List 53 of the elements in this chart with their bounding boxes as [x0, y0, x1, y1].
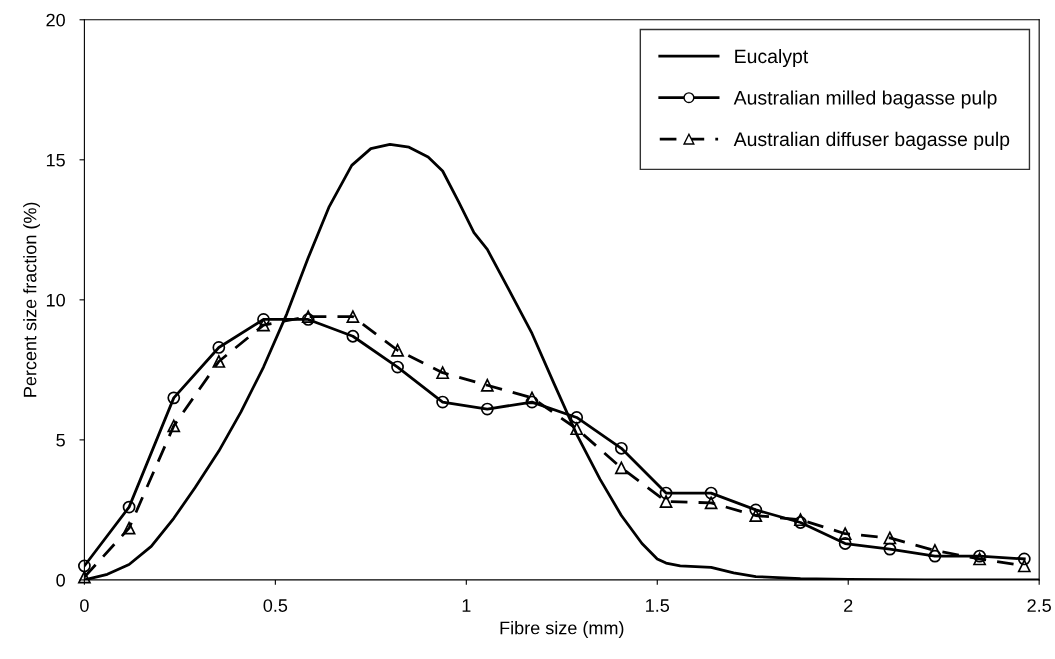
- y-tick-label: 20: [46, 13, 65, 27]
- point: [614, 461, 628, 475]
- point: [212, 355, 226, 368]
- point: [614, 441, 628, 455]
- point: [346, 329, 360, 343]
- point: [391, 360, 404, 374]
- point: [749, 509, 763, 522]
- point: [346, 310, 360, 324]
- point: [167, 391, 181, 405]
- point: [480, 378, 494, 392]
- point: [1017, 559, 1031, 573]
- x-tick-label: 1.5: [646, 599, 670, 612]
- point: [704, 486, 718, 500]
- x-tick-label: 1: [462, 599, 471, 612]
- point: [78, 570, 91, 584]
- point: [838, 527, 852, 541]
- point: [436, 395, 450, 409]
- point: [659, 495, 673, 508]
- point: [1017, 552, 1031, 566]
- point: [122, 500, 136, 514]
- point: [570, 411, 584, 424]
- x-tick-label: 2.5: [1027, 599, 1051, 612]
- point: [659, 486, 673, 500]
- point: [570, 422, 584, 436]
- y-tick-label: 5: [56, 434, 65, 447]
- point: [704, 496, 718, 510]
- x-tick-label: 2: [844, 599, 853, 612]
- point: [883, 531, 897, 545]
- point: [257, 318, 270, 332]
- point: [525, 391, 539, 405]
- y-tick-label: 0: [56, 573, 65, 587]
- x-tick-label: 0.5: [263, 599, 288, 612]
- point: [749, 503, 763, 517]
- point: [212, 341, 226, 354]
- point: [436, 366, 450, 380]
- point: [883, 542, 897, 556]
- point: [167, 419, 181, 433]
- point: [928, 549, 942, 563]
- x-tick-label: 0: [80, 599, 89, 612]
- point: [525, 395, 539, 409]
- y-axis-title: Percent size fraction (%): [23, 202, 40, 397]
- legend-label: Australian milled bagasse pulp: [733, 90, 997, 109]
- point: [391, 343, 404, 357]
- point: [480, 402, 494, 416]
- legend-label: Australian diffuser bagasse pulp: [733, 131, 1010, 150]
- y-tick-label: 10: [46, 293, 65, 307]
- point: [122, 521, 136, 535]
- x-axis-title: Fibre size (mm): [500, 621, 624, 638]
- legend-label: Eucalypt: [735, 48, 809, 68]
- point: [838, 537, 852, 550]
- point: [78, 559, 91, 573]
- y-tick-label: 15: [46, 153, 65, 167]
- point: [257, 313, 270, 326]
